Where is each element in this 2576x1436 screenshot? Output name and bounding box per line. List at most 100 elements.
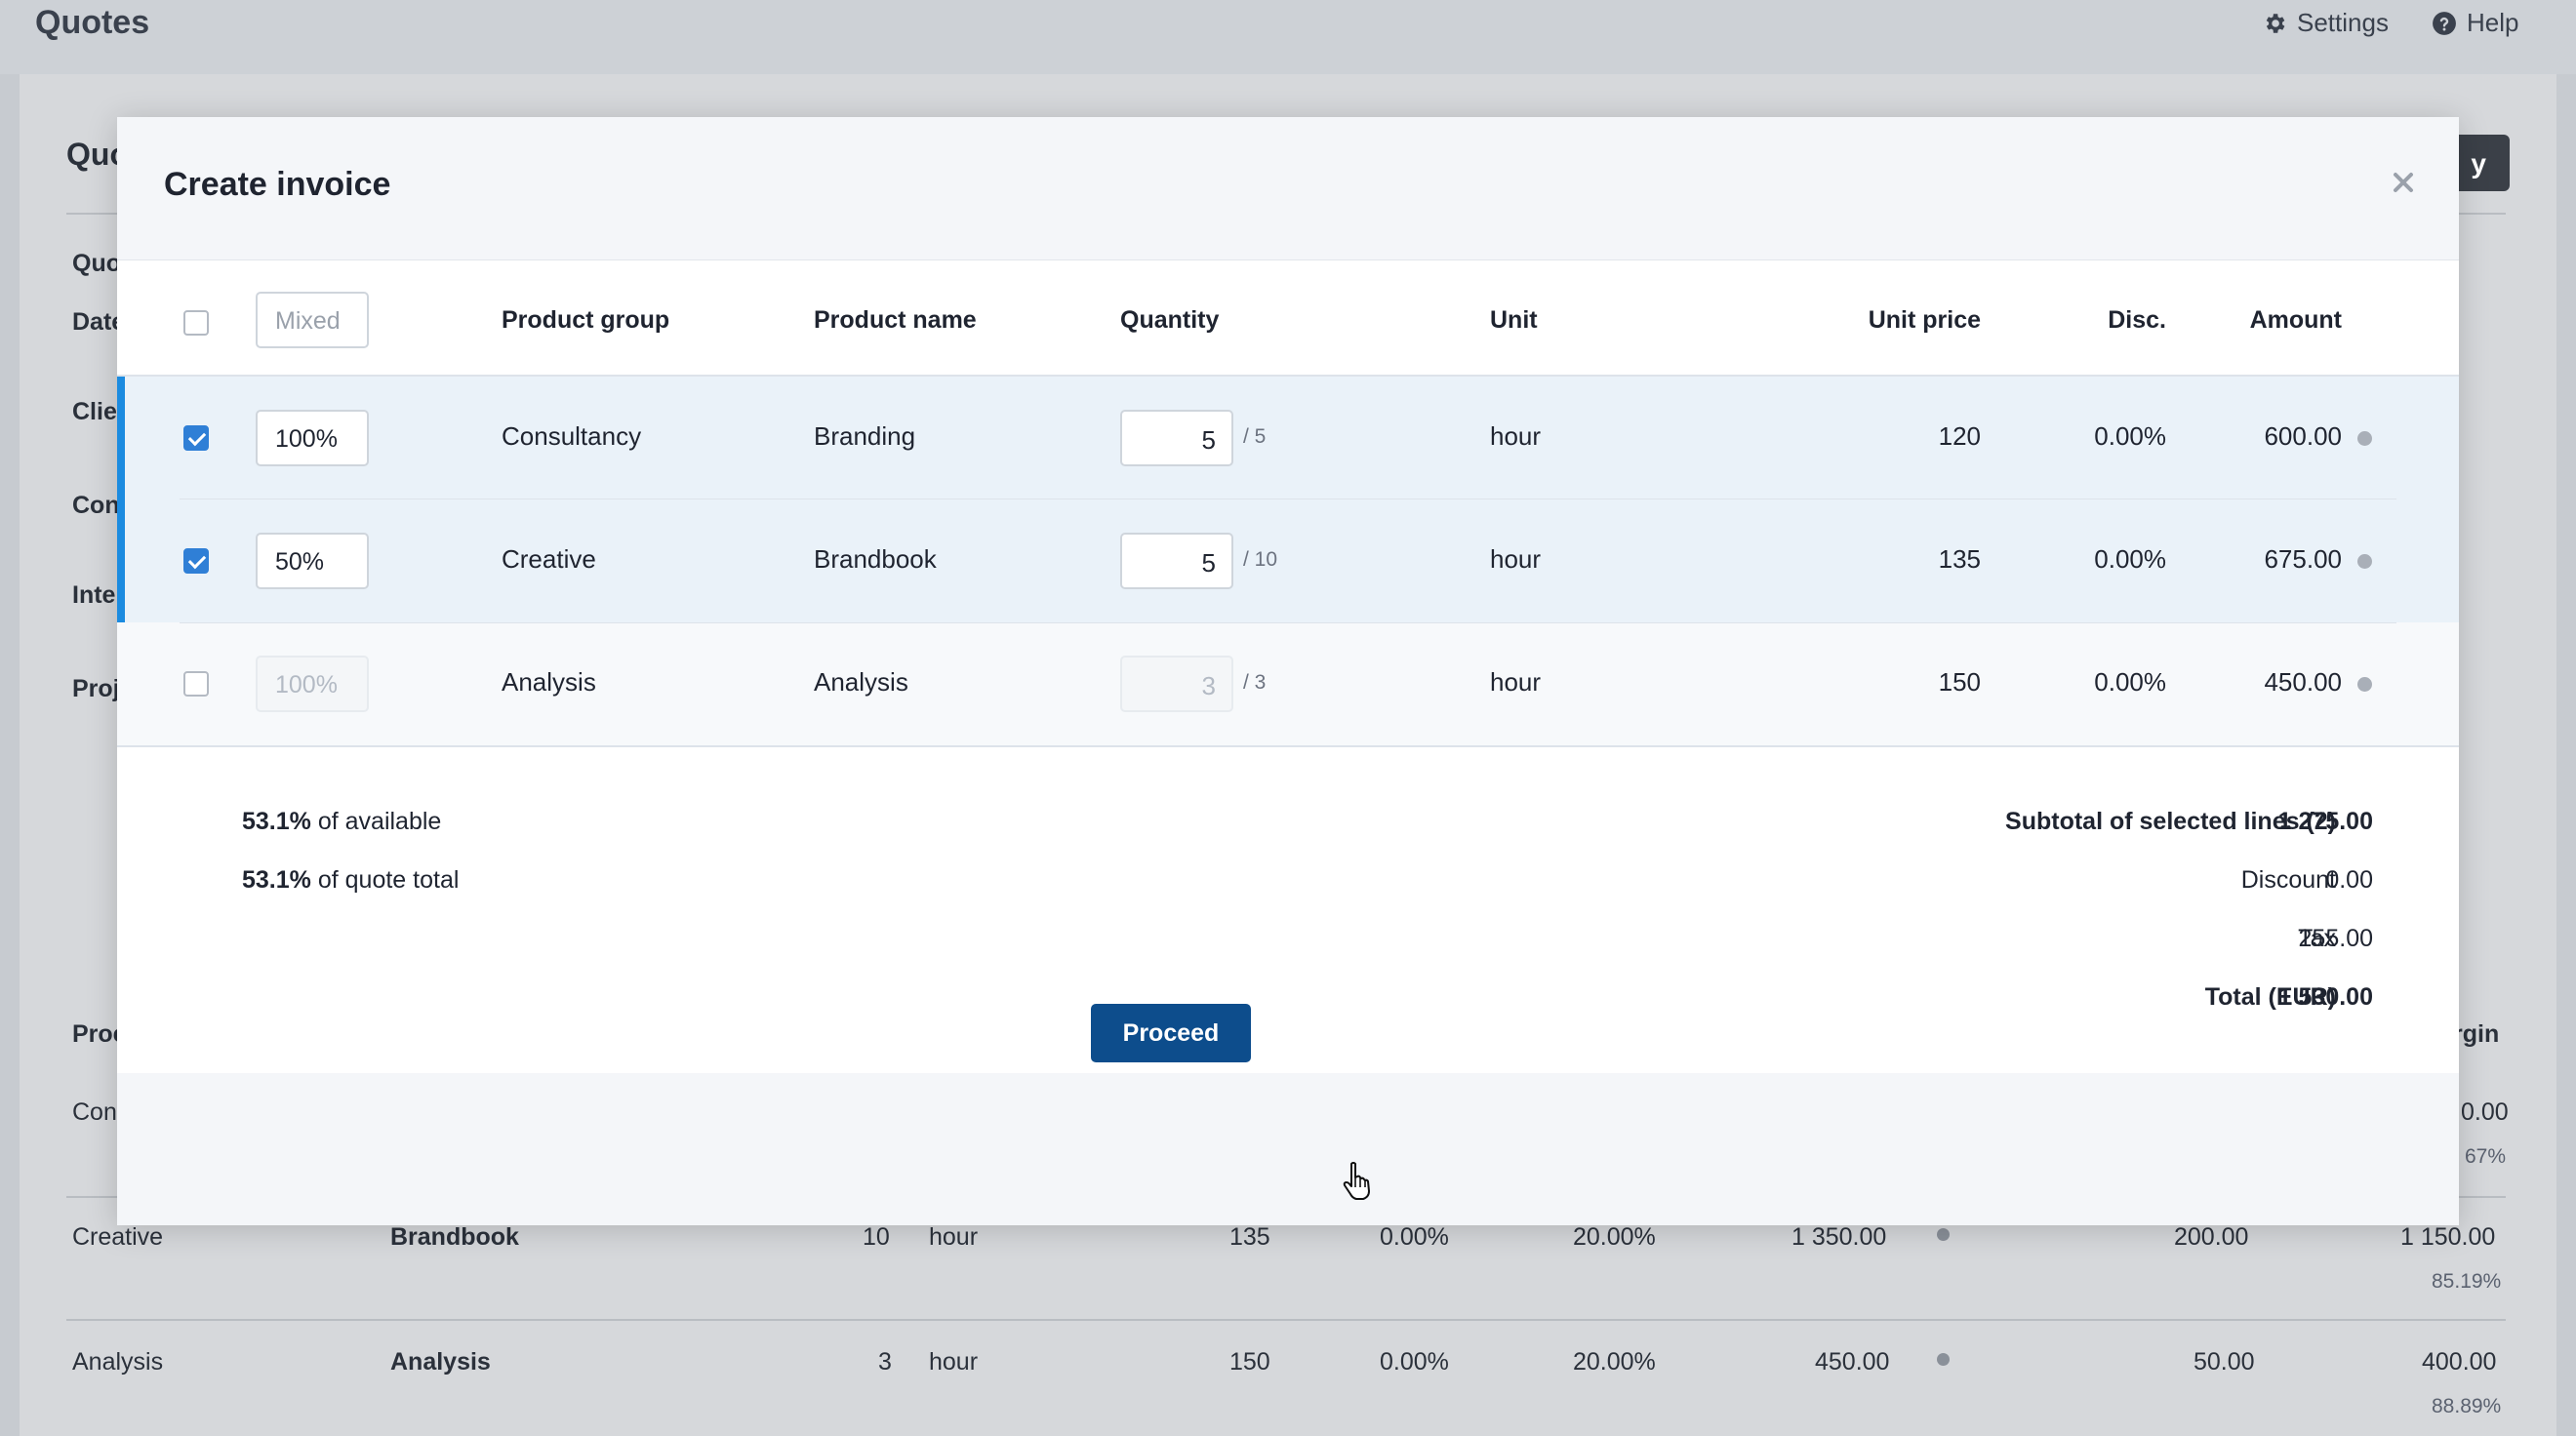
bg-row-price: 135 — [1229, 1223, 1270, 1251]
gear-icon — [2266, 13, 2285, 33]
line-quantity-input[interactable]: 5 — [1120, 533, 1233, 589]
line-unit-price: 150 — [1938, 667, 1981, 697]
bg-row-qty: 3 — [878, 1348, 892, 1376]
bg-row-amount: 1 350.00 — [1791, 1223, 1887, 1251]
status-dot — [1937, 1353, 1950, 1366]
line-product-group: Creative — [502, 544, 596, 574]
select-all-checkbox[interactable] — [183, 310, 209, 336]
divider — [117, 375, 2459, 377]
line-percent-input[interactable]: 100% — [256, 410, 369, 466]
subtotal-label: Subtotal of selected lines (2) — [2005, 808, 2336, 835]
selected-indicator — [117, 499, 125, 622]
line-discount: 0.00% — [2094, 544, 2166, 574]
line-amount: 675.00 — [2264, 544, 2342, 574]
invoice-line-row[interactable]: 50% Creative Brandbook 5 / 10 hour 135 0… — [117, 499, 2459, 622]
selected-indicator — [117, 377, 125, 499]
line-amount: 450.00 — [2264, 667, 2342, 697]
bg-row-margin-pct: 67% — [2465, 1145, 2507, 1168]
line-product-group: Analysis — [502, 667, 596, 697]
field-label-quote: Quo — [72, 250, 121, 277]
bg-row-qty: 10 — [863, 1223, 890, 1251]
field-label-date: Date — [72, 308, 126, 336]
bg-row-group: Con — [72, 1098, 117, 1126]
bg-row-margin: 0.00 — [2461, 1098, 2509, 1126]
help-label: Help — [2467, 8, 2519, 37]
quote-total-text: of quote total — [317, 866, 460, 894]
available-summary: 53.1% of available — [242, 808, 441, 836]
modal-title: Create invoice — [164, 166, 391, 203]
line-product-name: Branding — [814, 421, 916, 451]
settings-label: Settings — [2297, 8, 2389, 37]
field-label-contact: Con — [72, 492, 120, 519]
divider — [117, 745, 2459, 747]
invoice-line-row[interactable]: 100% Analysis Analysis 3 / 3 hour 150 0.… — [117, 622, 2459, 745]
col-header-amount: Amount — [2249, 306, 2342, 334]
line-quantity-input[interactable]: 3 — [1120, 656, 1233, 712]
field-label-client: Clie — [72, 398, 117, 425]
total-value: 1 530.00 — [2277, 983, 2373, 1011]
col-header-unit-price: Unit price — [1868, 306, 1981, 334]
bg-row-cost: 50.00 — [2194, 1348, 2255, 1376]
line-product-name: Brandbook — [814, 544, 937, 574]
line-percent-input[interactable]: 50% — [256, 533, 369, 589]
bg-row-disc: 0.00% — [1380, 1348, 1449, 1376]
tax-value: 255.00 — [2298, 925, 2373, 952]
line-product-name: Analysis — [814, 667, 908, 697]
line-unit: hour — [1490, 667, 1542, 697]
line-quantity-max: / 3 — [1243, 671, 1267, 694]
bg-row-price: 150 — [1229, 1348, 1270, 1376]
status-dot — [2357, 554, 2372, 569]
help-icon — [2433, 11, 2456, 35]
help-link[interactable]: Help — [2432, 8, 2518, 38]
divider — [180, 622, 2396, 623]
line-unit-price: 120 — [1938, 421, 1981, 451]
bg-row-margin-pct: 88.89% — [2432, 1395, 2502, 1417]
bg-row-group: Analysis — [72, 1348, 164, 1376]
line-checkbox[interactable] — [183, 425, 209, 451]
bg-row-group: Creative — [72, 1223, 164, 1251]
bg-row-tax: 20.00% — [1573, 1223, 1656, 1251]
bg-row-tax: 20.00% — [1573, 1348, 1656, 1376]
col-header-quantity: Quantity — [1120, 306, 1220, 334]
line-discount: 0.00% — [2094, 667, 2166, 697]
line-percent-input[interactable]: 100% — [256, 656, 369, 712]
app-title: Quotes — [35, 4, 150, 41]
subtotal-value: 1 275.00 — [2277, 808, 2373, 835]
modal-footer — [117, 1073, 2459, 1225]
quote-total-summary: 53.1% of quote total — [242, 866, 459, 895]
status-dot — [1937, 1228, 1950, 1241]
divider — [66, 1319, 2506, 1321]
line-quantity-max: / 10 — [1243, 548, 1278, 571]
line-amount: 600.00 — [2264, 421, 2342, 451]
invoice-line-row[interactable]: 100% Consultancy Branding 5 / 5 hour 120… — [117, 377, 2459, 499]
col-header-discount: Disc. — [2108, 306, 2166, 334]
line-checkbox[interactable] — [183, 548, 209, 574]
line-discount: 0.00% — [2094, 421, 2166, 451]
line-product-group: Consultancy — [502, 421, 642, 451]
hand-cursor-icon — [1343, 1162, 1370, 1200]
bg-row-margin-pct: 85.19% — [2432, 1270, 2502, 1293]
field-label-project: Proj — [72, 675, 120, 702]
close-icon[interactable] — [2389, 168, 2418, 197]
line-unit-price: 135 — [1938, 544, 1981, 574]
discount-label: Discount — [2240, 866, 2336, 894]
line-quantity-input[interactable]: 5 — [1120, 410, 1233, 466]
total-label: Total (EUR) — [2204, 983, 2336, 1011]
bg-row-name: Brandbook — [390, 1223, 519, 1251]
settings-link[interactable]: Settings — [2262, 8, 2389, 38]
bulk-percent-input[interactable]: Mixed — [256, 292, 369, 348]
proceed-button[interactable]: Proceed — [1091, 1004, 1251, 1062]
bg-row-disc: 0.00% — [1380, 1223, 1449, 1251]
available-text: of available — [317, 808, 442, 835]
line-quantity-max: / 5 — [1243, 425, 1267, 448]
quote-total-percent: 53.1% — [242, 866, 311, 894]
modal-header: Create invoice — [117, 117, 2459, 260]
status-dot — [2357, 431, 2372, 446]
line-checkbox[interactable] — [183, 671, 209, 697]
line-unit: hour — [1490, 544, 1542, 574]
table-header-margin: rgin — [2453, 1020, 2500, 1048]
bg-row-unit: hour — [929, 1348, 979, 1376]
bg-row-name: Analysis — [390, 1348, 491, 1376]
available-percent: 53.1% — [242, 808, 311, 835]
col-header-product-name: Product name — [814, 306, 977, 334]
